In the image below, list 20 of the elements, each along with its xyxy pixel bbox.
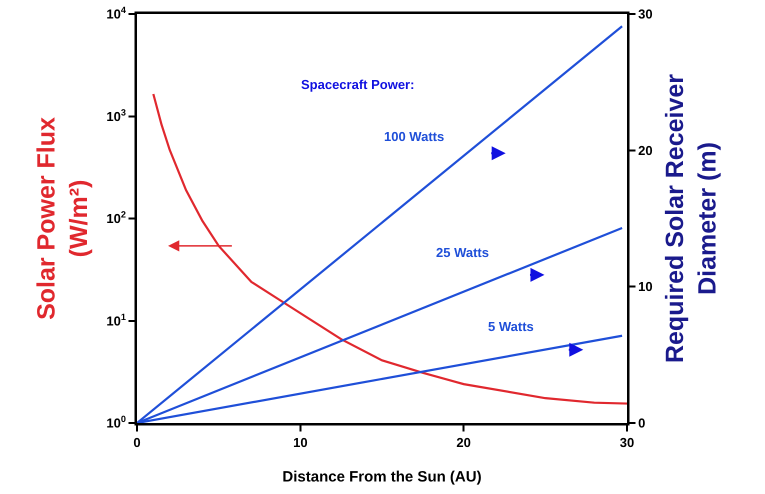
y-axis-title: Solar Power Flux (W/m²) [32, 116, 93, 320]
legend-title: Spacecraft Power: [301, 77, 414, 92]
x-tick-label: 0 [133, 435, 141, 450]
y2-tick-label: 30 [638, 6, 653, 22]
y-tick-label: 10$^{0}$ [106, 414, 126, 431]
y2-tick-label: 0 [638, 416, 646, 431]
y2-tick-label: 10 [638, 279, 653, 294]
series-label: 25 Watts [436, 245, 489, 260]
y2-tick-label: 20 [638, 142, 653, 158]
y-tick-label: 10$^{1}$ [106, 312, 126, 328]
y-tick-label: 10$^{4}$ [106, 5, 127, 22]
x-tick-label: 30 [620, 435, 634, 450]
y-tick-label: 10$^{3}$ [106, 107, 126, 124]
y-tick-label: 10$^{2}$ [106, 210, 126, 226]
x-axis-title: Distance From the Sun (AU) [282, 468, 482, 486]
series-label: 100 Watts [384, 129, 444, 144]
y2-axis-title: Required Solar Receiver Diameter (m) [660, 74, 722, 364]
x-tick-label: 10 [293, 435, 308, 450]
x-tick-label: 20 [456, 435, 471, 450]
series-label: 5 Watts [488, 319, 534, 334]
